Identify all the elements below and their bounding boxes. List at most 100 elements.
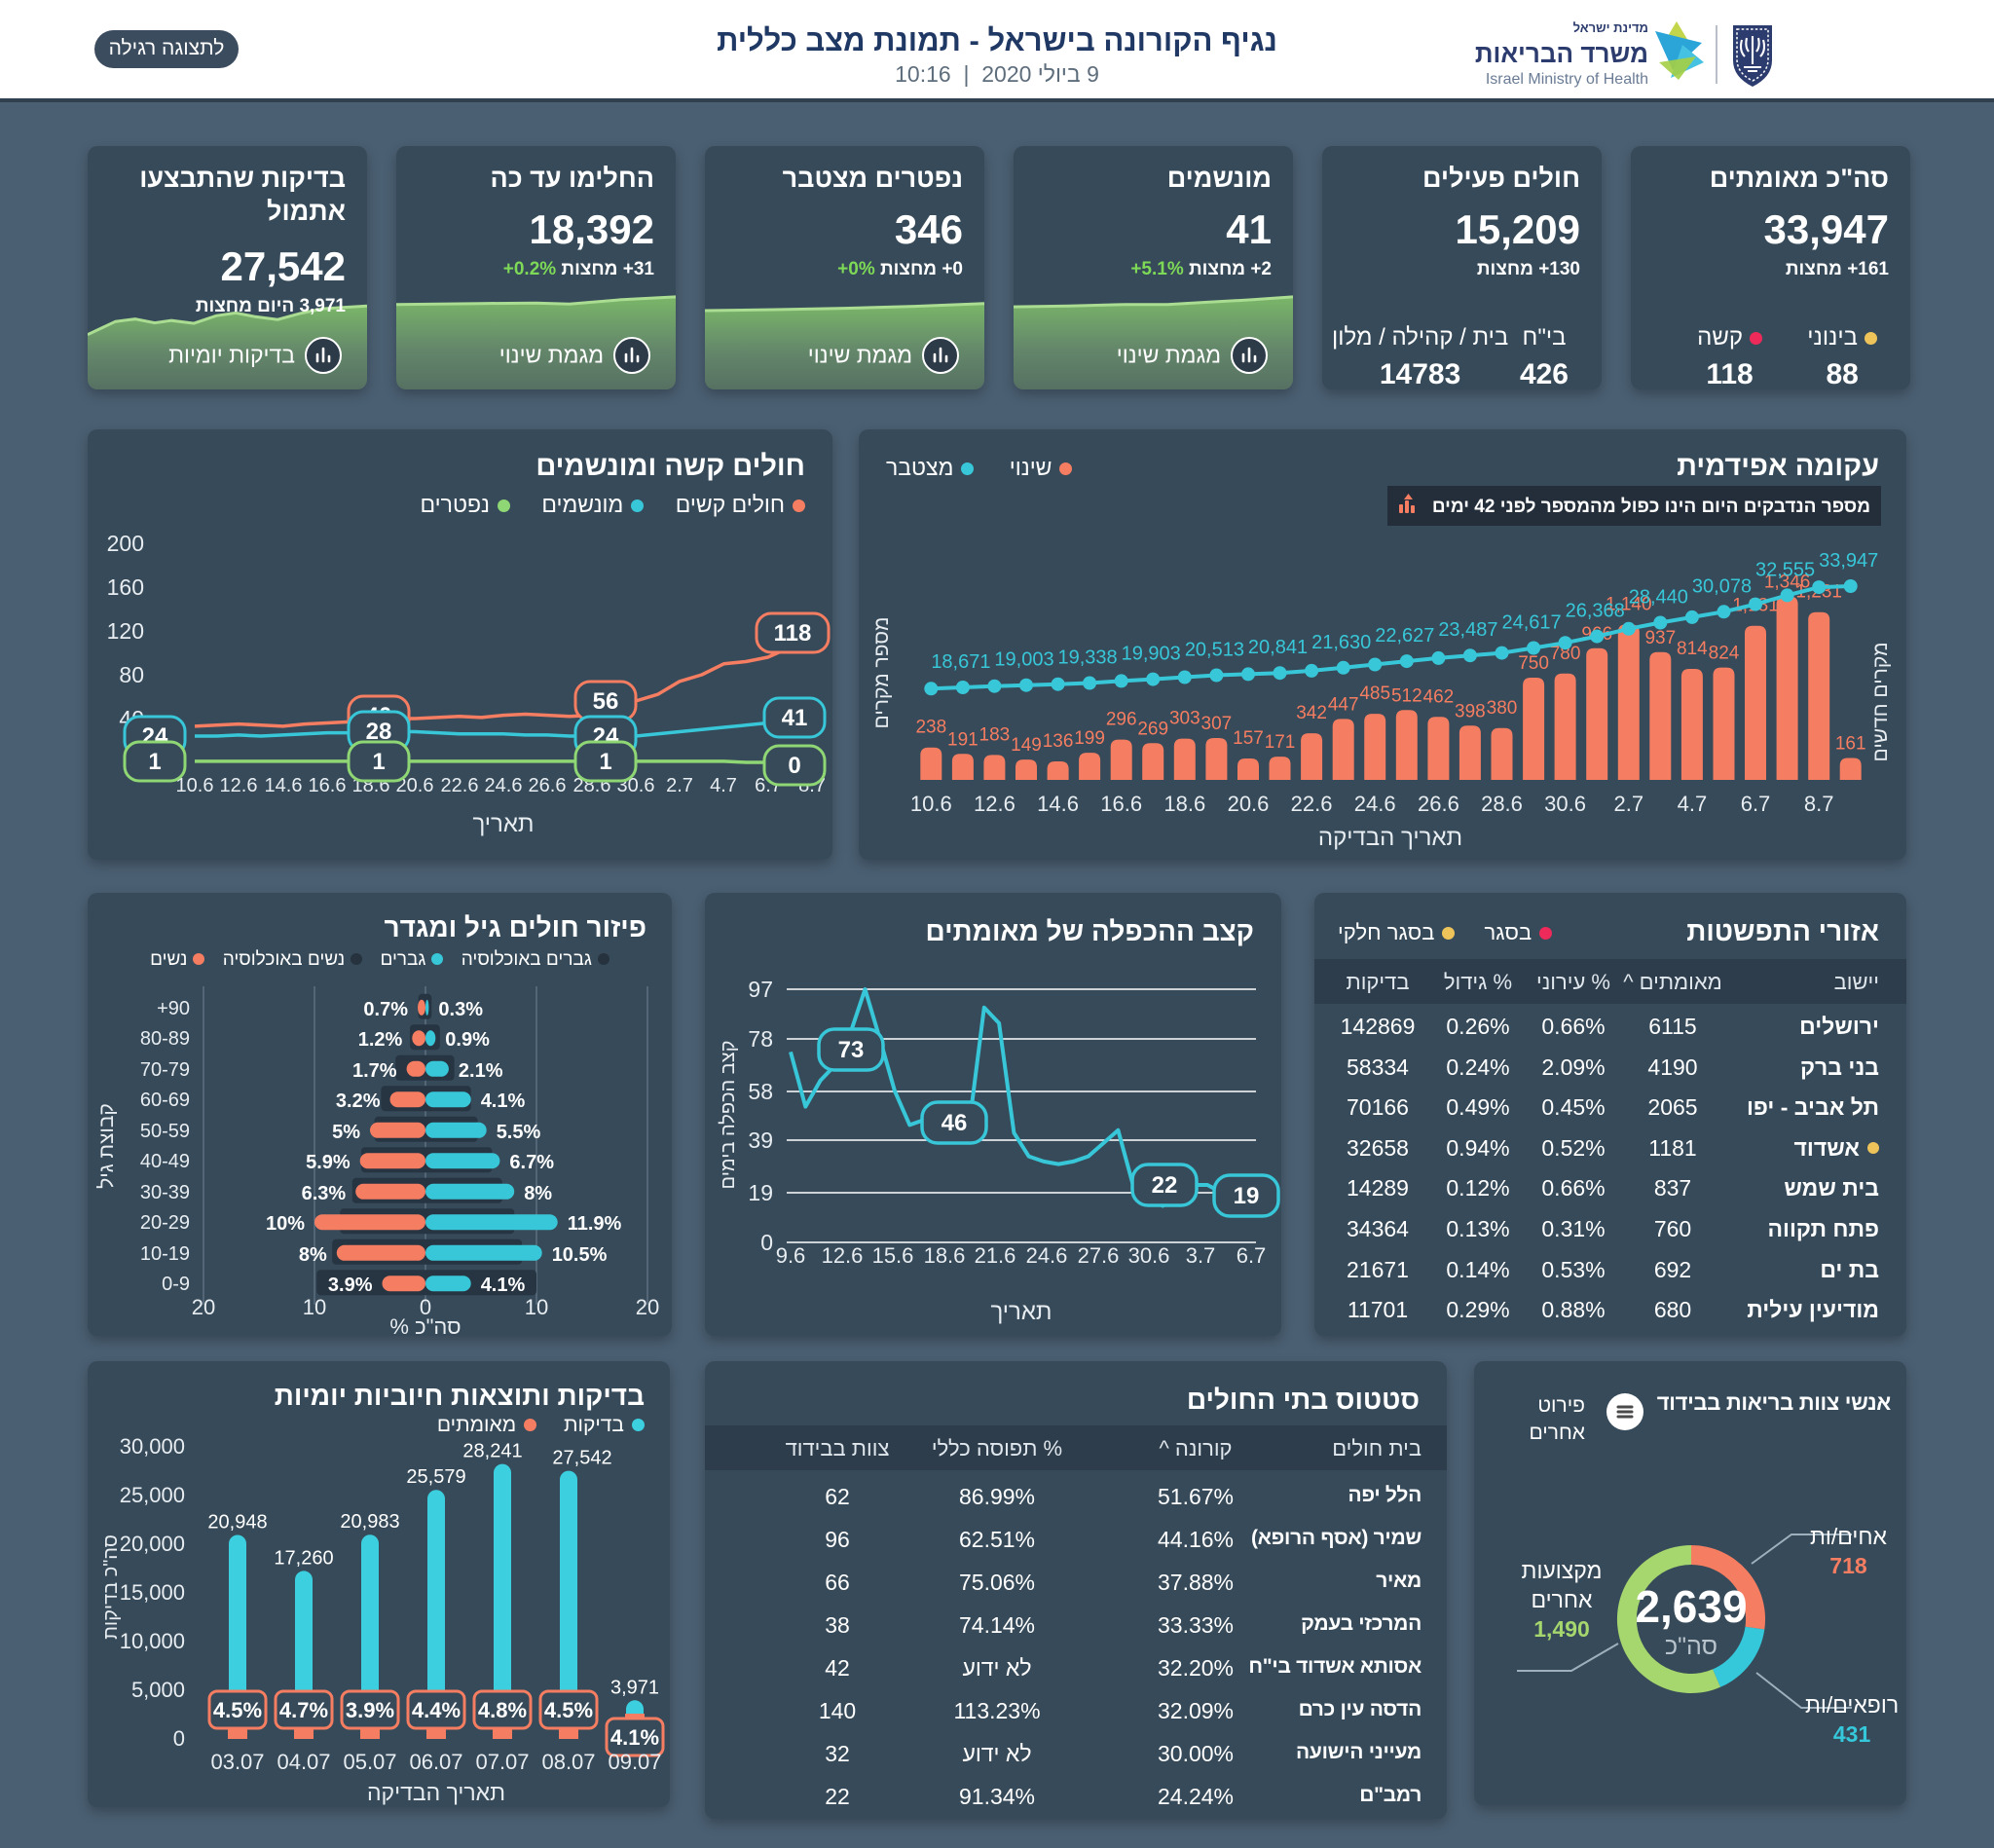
svg-text:19: 19 [1234, 1183, 1260, 1209]
svg-text:18,671: 18,671 [931, 651, 990, 673]
svg-text:07.07: 07.07 [475, 1750, 529, 1774]
svg-text:183: 183 [979, 724, 1011, 745]
svg-text:30-39: 30-39 [140, 1182, 190, 1203]
svg-text:157: 157 [1233, 728, 1264, 749]
svg-text:מספר מקרים: מספר מקרים [870, 617, 893, 729]
svg-text:קבוצת גיל: קבוצת גיל [95, 1103, 118, 1189]
svg-text:25,000: 25,000 [120, 1483, 185, 1507]
svg-text:0: 0 [788, 753, 800, 779]
svg-text:3.9%: 3.9% [328, 1275, 373, 1296]
svg-text:06.07: 06.07 [409, 1750, 462, 1774]
svg-text:Israel Ministry of Health: Israel Ministry of Health [1486, 71, 1648, 88]
svg-text:0.3%: 0.3% [438, 999, 483, 1020]
svg-text:24.6: 24.6 [1354, 792, 1396, 816]
svg-text:28,241: 28,241 [462, 1441, 522, 1462]
svg-text:50-59: 50-59 [140, 1121, 190, 1142]
svg-text:20.6: 20.6 [396, 775, 434, 796]
svg-text:4.4%: 4.4% [412, 1698, 461, 1722]
svg-text:04.07: 04.07 [277, 1750, 330, 1774]
svg-text:56: 56 [593, 688, 619, 715]
svg-text:0-9: 0-9 [162, 1274, 190, 1295]
svg-text:824: 824 [1709, 644, 1740, 664]
svg-text:2.1%: 2.1% [459, 1060, 503, 1082]
svg-text:26.6: 26.6 [529, 775, 567, 796]
svg-text:6.7: 6.7 [1741, 792, 1771, 816]
svg-text:5%: 5% [332, 1122, 360, 1143]
svg-text:2.7: 2.7 [666, 775, 693, 796]
svg-text:6.7: 6.7 [1237, 1243, 1267, 1268]
svg-text:סה"כ בדיקות: סה"כ בדיקות [100, 1534, 122, 1640]
svg-text:12.6: 12.6 [974, 792, 1015, 816]
svg-text:24.6: 24.6 [1026, 1243, 1068, 1268]
svg-text:40-49: 40-49 [140, 1151, 190, 1172]
svg-text:מדינת ישראל: מדינת ישראל [1573, 20, 1648, 35]
svg-text:4.1%: 4.1% [481, 1090, 526, 1112]
svg-text:1: 1 [599, 749, 611, 775]
svg-text:118: 118 [774, 620, 812, 647]
svg-text:15.6: 15.6 [872, 1243, 914, 1268]
svg-text:160: 160 [107, 574, 144, 600]
svg-text:12.6: 12.6 [822, 1243, 864, 1268]
svg-text:15,000: 15,000 [120, 1580, 185, 1605]
svg-text:58: 58 [748, 1079, 773, 1104]
svg-text:200: 200 [107, 531, 144, 556]
svg-text:199: 199 [1074, 728, 1105, 749]
svg-text:1,140: 1,140 [1606, 594, 1652, 614]
svg-text:10.6: 10.6 [176, 775, 214, 796]
svg-text:10,000: 10,000 [120, 1629, 185, 1653]
svg-text:22.6: 22.6 [1291, 792, 1333, 816]
svg-text:18.6: 18.6 [924, 1243, 966, 1268]
svg-text:485: 485 [1359, 684, 1390, 704]
svg-text:20: 20 [636, 1295, 659, 1319]
svg-text:24,617: 24,617 [1502, 612, 1562, 634]
svg-text:19,903: 19,903 [1122, 644, 1181, 665]
svg-text:28.6: 28.6 [1481, 792, 1523, 816]
svg-text:4.1%: 4.1% [610, 1725, 659, 1750]
svg-text:750: 750 [1518, 653, 1549, 674]
svg-text:27,542: 27,542 [552, 1448, 611, 1469]
svg-text:19,003: 19,003 [994, 649, 1053, 671]
svg-text:30.6: 30.6 [1128, 1243, 1170, 1268]
svg-text:8%: 8% [524, 1183, 552, 1204]
svg-text:380: 380 [1487, 698, 1518, 719]
svg-text:25,579: 25,579 [406, 1466, 465, 1488]
svg-text:32,555: 32,555 [1755, 559, 1815, 580]
svg-text:191: 191 [947, 729, 979, 750]
svg-text:20,983: 20,983 [340, 1511, 399, 1533]
svg-text:3,971: 3,971 [610, 1677, 659, 1698]
svg-text:4.5%: 4.5% [213, 1698, 262, 1722]
svg-text:24.6: 24.6 [485, 775, 523, 796]
svg-text:19: 19 [748, 1180, 773, 1205]
svg-text:20,841: 20,841 [1248, 637, 1308, 658]
svg-text:27.6: 27.6 [1078, 1243, 1120, 1268]
svg-text:19,338: 19,338 [1058, 647, 1118, 669]
svg-text:6.3%: 6.3% [302, 1183, 347, 1204]
svg-text:80-89: 80-89 [140, 1028, 190, 1050]
svg-text:5.5%: 5.5% [497, 1122, 541, 1143]
svg-text:22: 22 [1152, 1172, 1178, 1199]
svg-text:0.9%: 0.9% [445, 1029, 490, 1051]
svg-text:תאריך: תאריך [990, 1299, 1052, 1325]
svg-text:קצב הכפלה בימים: קצב הכפלה בימים [718, 1041, 739, 1190]
svg-text:+90: +90 [157, 998, 190, 1019]
svg-text:4.7%: 4.7% [279, 1698, 328, 1722]
svg-text:60-69: 60-69 [140, 1090, 190, 1111]
svg-text:20: 20 [192, 1295, 215, 1319]
svg-text:46: 46 [942, 1110, 968, 1136]
svg-text:447: 447 [1328, 694, 1359, 715]
svg-text:33,947: 33,947 [1819, 550, 1878, 572]
svg-text:4.7: 4.7 [710, 775, 737, 796]
svg-text:16.6: 16.6 [1100, 792, 1142, 816]
svg-text:20,513: 20,513 [1185, 640, 1244, 661]
svg-text:4.5%: 4.5% [544, 1698, 593, 1722]
svg-text:% סה"כ: % סה"כ [389, 1314, 461, 1336]
svg-text:20,948: 20,948 [207, 1512, 267, 1534]
svg-text:מקרים חדשים: מקרים חדשים [1869, 642, 1892, 761]
svg-text:20.6: 20.6 [1228, 792, 1270, 816]
svg-text:296: 296 [1106, 710, 1137, 730]
svg-text:462: 462 [1423, 686, 1455, 707]
svg-text:0: 0 [760, 1230, 773, 1255]
svg-text:11.9%: 11.9% [568, 1213, 622, 1235]
svg-text:1: 1 [372, 749, 385, 775]
svg-text:80: 80 [119, 662, 144, 687]
